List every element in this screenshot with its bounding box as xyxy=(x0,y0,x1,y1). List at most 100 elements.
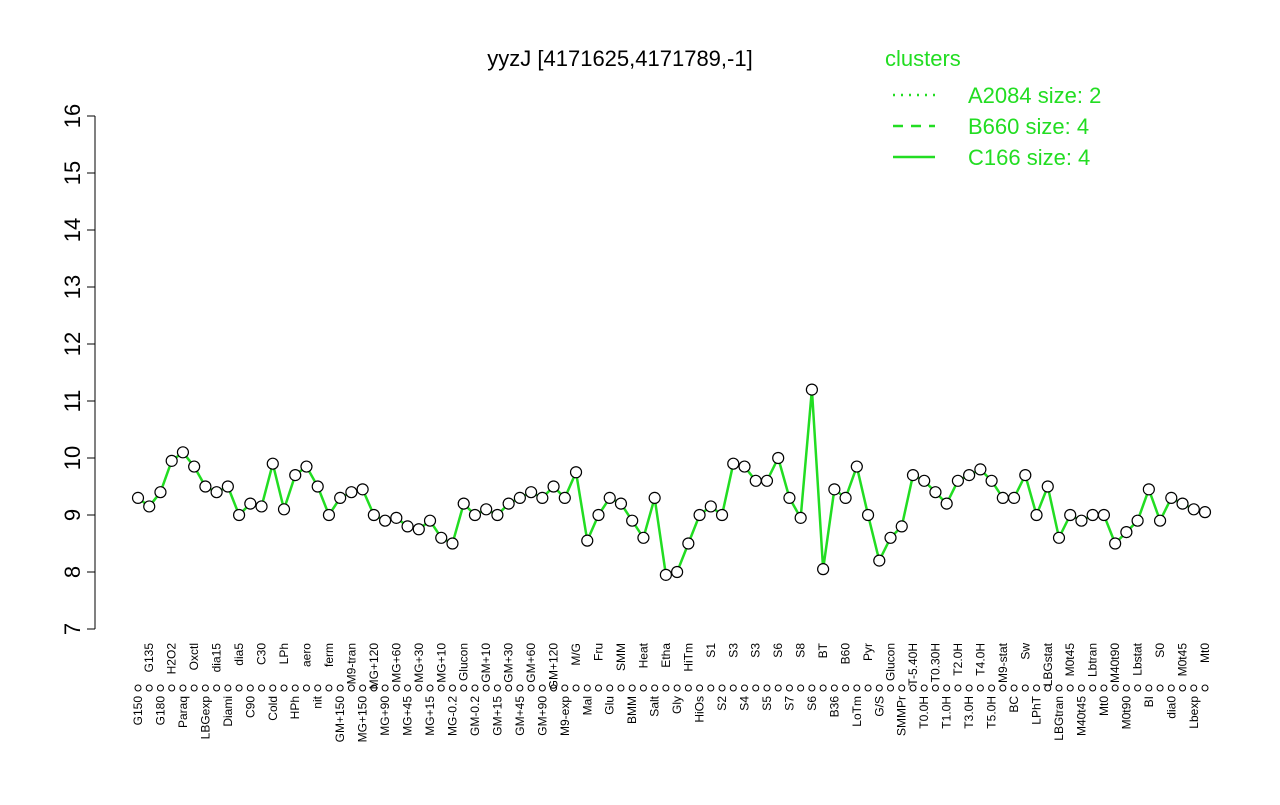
rug-marker xyxy=(505,684,513,692)
rug-marker xyxy=(482,684,490,692)
data-point xyxy=(918,474,931,487)
data-point xyxy=(1019,469,1032,482)
rug-marker xyxy=(931,684,939,692)
x-tick-label: Glucon xyxy=(884,643,898,681)
rug-marker xyxy=(707,684,715,692)
data-point xyxy=(929,486,942,499)
rug-marker xyxy=(583,684,591,692)
x-tick-label: HPh xyxy=(288,696,302,719)
data-point xyxy=(435,531,448,544)
x-tick-label: LBGexp xyxy=(198,696,212,740)
data-point xyxy=(502,497,515,510)
x-tick-label: GM+10 xyxy=(479,643,493,683)
y-tick-label: 12 xyxy=(60,332,85,356)
rug-marker xyxy=(920,684,928,692)
data-point xyxy=(974,463,987,476)
x-tick-label: Oxctl xyxy=(187,643,201,670)
rug-marker xyxy=(1100,684,1108,692)
x-tick-label: S1 xyxy=(704,643,718,658)
rug-marker xyxy=(999,684,1007,692)
x-tick-label: dia15 xyxy=(210,643,224,673)
data-point xyxy=(468,508,482,522)
data-point xyxy=(626,514,639,527)
x-tick-label: dia5 xyxy=(232,643,246,666)
rug-marker xyxy=(404,684,412,692)
data-point xyxy=(817,563,830,576)
data-point xyxy=(1030,508,1043,522)
data-point xyxy=(154,486,167,499)
data-point xyxy=(300,460,313,473)
rug-marker xyxy=(741,684,749,692)
x-tick-label: Mt0 xyxy=(1198,643,1212,663)
data-point xyxy=(727,457,740,470)
data-point xyxy=(356,483,369,496)
x-tick-label: M9-tran xyxy=(344,643,358,684)
x-tick-label: S3 xyxy=(749,643,763,658)
y-tick-label: 16 xyxy=(60,104,85,128)
rug-marker xyxy=(493,684,501,692)
rug-marker xyxy=(269,684,277,692)
data-point xyxy=(266,457,279,470)
x-tick-label: GM+15 xyxy=(490,696,504,736)
rug-marker xyxy=(1179,684,1187,692)
rug-marker xyxy=(774,684,782,692)
data-point xyxy=(839,491,852,504)
x-tick-label: Mal xyxy=(580,696,594,715)
x-tick-label: S7 xyxy=(782,696,796,711)
x-tick-label: T0.0H xyxy=(917,696,931,729)
rug-marker xyxy=(628,684,636,692)
data-point xyxy=(322,508,336,522)
rug-marker xyxy=(875,684,883,692)
rug-marker xyxy=(460,684,468,692)
data-point xyxy=(749,474,762,487)
x-tick-label: M0t45 xyxy=(1063,643,1077,677)
x-tick-label: H2O2 xyxy=(165,643,179,675)
x-tick-label: MG+60 xyxy=(389,643,403,683)
rug-marker xyxy=(752,684,760,692)
x-tick-label: MG+10 xyxy=(434,643,448,683)
data-point xyxy=(1075,514,1088,527)
x-tick-label: B60 xyxy=(839,643,853,665)
x-tick-label: BI xyxy=(1142,696,1156,707)
data-point xyxy=(244,497,257,510)
rug-marker xyxy=(471,684,479,692)
rug-marker xyxy=(898,684,906,692)
rug-marker xyxy=(370,684,378,692)
rug-marker xyxy=(797,684,805,692)
rug-marker xyxy=(190,684,198,692)
data-point xyxy=(378,514,392,527)
rug-marker xyxy=(1044,684,1052,692)
data-point xyxy=(232,508,246,522)
x-tick-label: C30 xyxy=(255,643,269,665)
x-tick-label: S0 xyxy=(1153,643,1167,658)
rug-marker xyxy=(1010,684,1018,692)
data-point xyxy=(480,503,493,516)
data-point xyxy=(1142,483,1155,496)
x-tick-label: M40t90 xyxy=(1108,643,1122,683)
y-tick-label: 11 xyxy=(60,390,85,413)
data-point xyxy=(255,500,268,513)
x-tick-label: Lbexp xyxy=(1187,696,1201,729)
y-tick-label: 13 xyxy=(60,275,85,299)
rug-marker xyxy=(1190,684,1198,692)
data-point xyxy=(963,469,976,482)
x-tick-label: M9-exp xyxy=(558,696,572,736)
data-point xyxy=(390,511,403,524)
rug-marker xyxy=(1111,684,1119,692)
data-point xyxy=(1176,497,1189,510)
rug-marker xyxy=(651,684,659,692)
rug-marker xyxy=(302,684,310,692)
data-point xyxy=(648,491,661,504)
rug-marker xyxy=(853,684,861,692)
data-point xyxy=(828,483,841,496)
data-point xyxy=(850,460,863,473)
data-point xyxy=(311,480,324,493)
x-tick-label: T2.0H xyxy=(951,643,965,676)
x-tick-label: nit xyxy=(311,695,325,708)
rug-marker xyxy=(201,684,209,692)
x-tick-label: MG+120 xyxy=(367,643,381,690)
x-tick-label: Paraq xyxy=(176,696,190,728)
x-tick-label: GM+150 xyxy=(333,696,347,743)
data-point xyxy=(558,491,571,504)
